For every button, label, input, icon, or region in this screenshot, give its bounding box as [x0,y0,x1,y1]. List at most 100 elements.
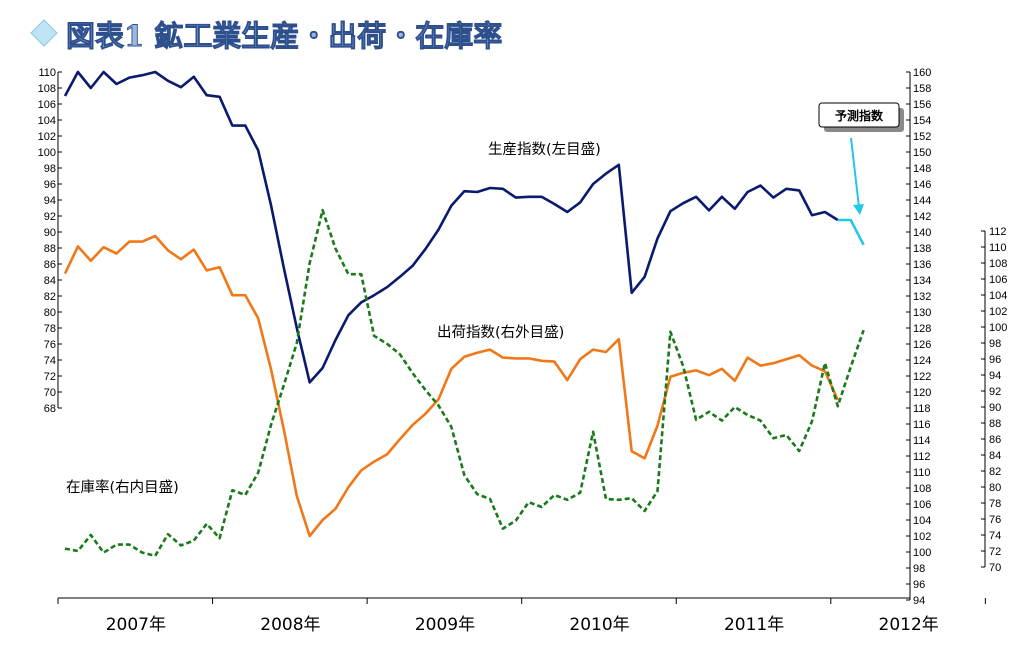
left-axis-tick-label: 88 [44,243,56,255]
right-outer-axis-tick-label: 100 [913,547,931,559]
left-axis-tick-label: 98 [44,163,56,175]
right-inner-axis-tick-label: 76 [989,514,1001,526]
right-outer-axis-tick-label: 150 [913,147,931,159]
right-outer-axis-tick-label: 156 [913,99,931,111]
x-axis-tick-label: 2007年 [106,615,166,635]
annotation-label: 生産指数(左目盛) [488,141,601,158]
right-inner-axis-tick-label: 106 [989,274,1007,286]
right-inner-axis-tick-label: 94 [989,370,1001,382]
annotation-label: 在庫率(右内目盛) [66,479,179,496]
arrow-line [850,137,860,208]
right-inner-axis-tick-label: 86 [989,434,1001,446]
right-outer-axis-tick-label: 146 [913,179,931,191]
left-axis-tick-label: 78 [44,323,56,335]
right-inner-axis-tick-label: 98 [989,338,1001,350]
left-axis-tick-label: 100 [38,147,56,159]
annotation-label: 出荷指数(右外目盛) [437,324,564,341]
right-outer-axis-tick-label: 136 [913,259,931,271]
right-inner-axis-tick-label: 70 [989,562,1001,574]
right-outer-axis-tick-label: 154 [913,115,931,127]
series-layer [63,70,865,558]
x-axis-tick-label: 2008年 [260,615,320,635]
right-outer-axis-tick-label: 96 [913,579,925,591]
series-line [837,218,865,246]
right-outer-axis-tick-label: 126 [913,339,931,351]
right-inner-axis-tick-label: 74 [989,530,1001,542]
right-outer-axis-tick-label: 158 [913,83,931,95]
right-inner-axis-tick-label: 108 [989,258,1007,270]
right-outer-axis-tick-label: 130 [913,307,931,319]
diamond-icon [30,19,58,47]
right-inner-axis-tick-label: 78 [989,498,1001,510]
right-inner-axis-tick-label: 104 [989,290,1007,302]
annotations: 生産指数(左目盛) 出荷指数(右外目盛) 在庫率(右内目盛) 予測指数 [66,102,904,496]
left-axis-tick-label: 72 [44,371,56,383]
left-axis-tick-label: 68 [44,403,56,415]
right-outer-axis-tick-label: 122 [913,371,931,383]
right-inner-axis-tick-label: 110 [989,242,1007,254]
right-outer-axis-tick-label: 160 [913,67,931,79]
right-outer-axis-tick-label: 128 [913,323,931,335]
series-line [63,70,839,384]
right-inner-axis-tick-label: 84 [989,450,1001,462]
right-inner-axis-tick-label: 90 [989,402,1001,414]
left-axis-tick-label: 84 [44,275,56,287]
right-outer-axis-tick-label: 112 [913,451,931,463]
right-outer-axis-tick-label: 152 [913,131,931,143]
right-outer-axis-tick-label: 102 [913,531,931,543]
left-axis-tick-label: 96 [44,179,56,191]
right-outer-axis-tick-label: 140 [913,227,931,239]
left-axis-tick-label: 76 [44,339,56,351]
right-outer-axis-tick-label: 94 [913,595,925,607]
right-outer-axis-tick-label: 98 [913,563,925,575]
right-inner-axis-tick-label: 88 [989,418,1001,430]
right-inner-axis-tick-label: 82 [989,466,1001,478]
left-axis-tick-label: 74 [44,355,56,367]
left-axis-tick-label: 94 [44,195,56,207]
right-outer-axis-tick-label: 104 [913,515,931,527]
left-axis-tick-label: 106 [38,99,56,111]
right-outer-axis-tick-label: 134 [913,275,931,287]
right-inner-axis-tick-label: 72 [989,546,1001,558]
right-outer-axis-tick-label: 138 [913,243,931,255]
right-outer-axis-tick-label: 120 [913,387,931,399]
chart-title: 図表1 鉱工業生産・出荷・在庫率 [66,19,502,53]
right-outer-axis-tick-label: 142 [913,211,931,223]
left-axis-tick-label: 110 [38,67,56,79]
right-inner-axis-tick-label: 92 [989,386,1001,398]
right-inner-axis-tick-label: 96 [989,354,1001,366]
series-line [64,208,865,558]
right-inner-axis-tick-label: 112 [989,226,1007,238]
title-group: 図表1 鉱工業生産・出荷・在庫率 [30,19,503,53]
left-axis-tick-label: 108 [38,83,56,95]
annotation-label: 予測指数 [835,108,884,123]
right-inner-axis-tick-label: 80 [989,482,1001,494]
right-outer-axis-tick-label: 144 [913,195,931,207]
right-outer-axis-tick-label: 114 [913,435,931,447]
left-axis-tick-label: 82 [44,291,56,303]
right-outer-axis-tick-label: 116 [913,419,931,431]
left-axis-tick-label: 90 [44,227,56,239]
left-axis-tick-label: 70 [44,387,56,399]
arrow-head [853,204,864,215]
x-axis-tick-label: 2010年 [569,615,629,635]
x-axis-tick-label: 2012年 [879,615,939,635]
left-axis-tick-label: 102 [38,131,56,143]
right-outer-axis-tick-label: 110 [913,467,931,479]
x-axis-tick-label: 2009年 [415,615,475,635]
right-outer-axis-tick-label: 106 [913,499,931,511]
left-axis-tick-label: 92 [44,211,56,223]
annotation-box [818,102,900,128]
right-outer-axis-tick-label: 132 [913,291,931,303]
right-inner-axis-tick-label: 100 [989,322,1007,334]
axes: 68 70 72 74 76 78 80 82 84 86 88 90 92 94 96 98 100 102 10… [38,67,1008,635]
left-axis-tick-label: 86 [44,259,56,271]
left-axis-tick-label: 104 [38,115,56,127]
left-axis-tick-label: 80 [44,307,56,319]
right-outer-axis-tick-label: 108 [913,483,931,495]
right-outer-axis-tick-label: 118 [913,403,931,415]
right-inner-axis-tick-label: 102 [989,306,1007,318]
right-outer-axis-tick-label: 148 [913,163,931,175]
x-axis-tick-label: 2011年 [724,615,784,635]
